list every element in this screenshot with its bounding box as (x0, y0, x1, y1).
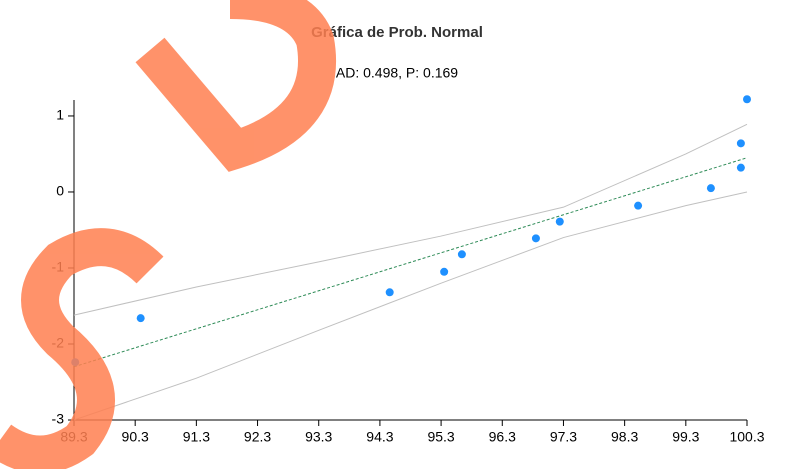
data-point (136, 314, 145, 323)
x-tick-label: 93.3 (305, 429, 332, 445)
data-point (706, 184, 715, 193)
x-tick-label: 100.3 (729, 429, 764, 445)
x-tick-label: 96.3 (489, 429, 516, 445)
watermark (0, 0, 337, 469)
data-point (440, 267, 449, 276)
data-point (457, 250, 466, 259)
fit-line (73, 157, 748, 368)
x-tick-label: 91.3 (183, 429, 210, 445)
x-tick-label: 94.3 (366, 429, 393, 445)
x-tick-label: 99.3 (672, 429, 699, 445)
chart-subtitle: AD: 0.498, P: 0.169 (336, 65, 458, 81)
data-point (743, 95, 751, 104)
y-tick-label: -3 (52, 411, 65, 427)
data-point (736, 139, 745, 148)
confidence-band (73, 123, 748, 316)
data-point (555, 217, 564, 226)
y-tick-label: 0 (56, 183, 64, 199)
confidence-band (73, 191, 748, 421)
x-tick-label: 90.3 (122, 429, 149, 445)
y-tick-label: 1 (56, 107, 64, 123)
watermark-d (135, 0, 337, 172)
x-tick-label: 98.3 (611, 429, 638, 445)
watermark-s (0, 228, 164, 469)
x-tick-label: 97.3 (550, 429, 577, 445)
chart-title: Gráfica de Prob. Normal (311, 24, 483, 41)
x-tick-label: 92.3 (244, 429, 271, 445)
data-point (531, 234, 540, 243)
data-point (634, 201, 643, 210)
data-point (385, 288, 394, 297)
x-tick-label: 95.3 (427, 429, 454, 445)
data-point (736, 163, 745, 172)
